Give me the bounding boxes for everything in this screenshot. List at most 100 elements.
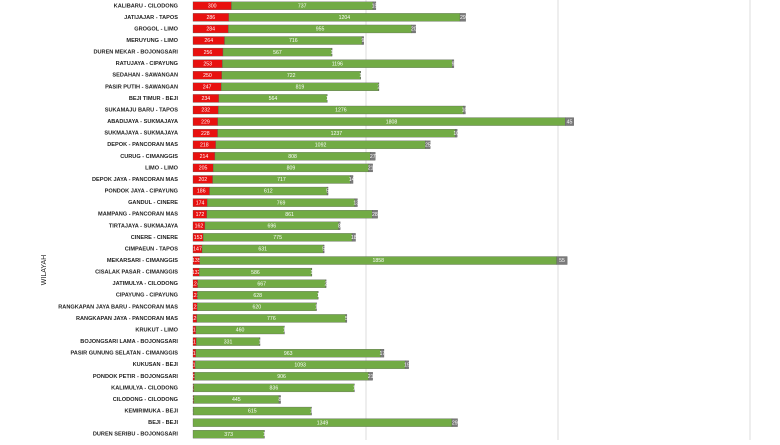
value-label: 218	[200, 142, 209, 148]
y-tick-label: BOJONGSARI LAMA - BOJONGSARI	[80, 339, 178, 345]
value-label: 331	[224, 339, 233, 345]
value-label: 769	[277, 200, 286, 206]
value-label: 300	[208, 3, 217, 9]
value-label: 1349	[317, 420, 329, 426]
value-label: 232	[201, 108, 210, 114]
value-label: 460	[236, 328, 245, 334]
y-tick-label: LIMO - LIMO	[145, 165, 179, 171]
value-label: 1	[359, 73, 362, 79]
value-label: 25	[425, 142, 431, 148]
value-label: 667	[257, 281, 266, 287]
y-tick-label: MEKARSARI - CIMANGGIS	[107, 258, 178, 264]
value-label: 9	[361, 38, 364, 44]
y-tick-label: RATUJAYA - CIPAYUNG	[116, 61, 178, 67]
value-label: 8	[278, 397, 281, 403]
value-label: 1204	[339, 15, 351, 21]
value-label: 29	[452, 420, 458, 426]
y-tick-label: MAMPANG - PANCORAN MAS	[98, 212, 178, 218]
value-label: 1	[317, 293, 320, 299]
value-label: 10	[462, 108, 468, 114]
value-label: 228	[201, 131, 210, 137]
value-label: 174	[196, 200, 205, 206]
value-label: 809	[287, 166, 296, 172]
value-label: 612	[264, 189, 273, 195]
value-label: 620	[252, 305, 261, 311]
value-label: 906	[277, 374, 286, 380]
y-tick-label: SEDAHAN - SAWANGAN	[112, 73, 178, 79]
value-label: 205	[199, 166, 208, 172]
value-label: 1	[315, 305, 318, 311]
value-label: 186	[197, 189, 206, 195]
value-label: 10	[453, 131, 459, 137]
value-label: 284	[206, 27, 215, 33]
value-label: 2	[325, 281, 328, 287]
value-label: 716	[289, 38, 298, 44]
value-label: 147	[193, 247, 202, 253]
value-label: 5	[326, 189, 329, 195]
value-label: 45	[567, 119, 573, 125]
y-tick-label: GANDUL - CINERE	[128, 200, 178, 206]
y-tick-label: PASIR GUNUNG SELATAN - CIMANGGIS	[70, 351, 178, 357]
value-label: 15	[372, 3, 378, 9]
value-label: 1	[259, 339, 262, 345]
y-tick-label: KALIBARU - CILODONG	[114, 3, 178, 9]
y-tick-label: KEMIRIMUKA - BEJI	[124, 409, 178, 415]
y-tick-label: JATIJAJAR - TAPOS	[124, 15, 178, 21]
value-label: 27	[370, 154, 376, 160]
value-label: 1	[331, 50, 334, 56]
value-label: 808	[288, 154, 297, 160]
value-label: 250	[203, 73, 212, 79]
y-tick-label: PASIR PUTIH - SAWANGAN	[105, 84, 178, 90]
value-label: 1	[310, 409, 313, 415]
value-label: 836	[270, 386, 279, 392]
value-label: 631	[258, 247, 267, 253]
value-label: 19	[404, 362, 410, 368]
y-tick-label: KUKUSAN - BEJI	[133, 362, 179, 368]
y-tick-label: DUREN SERIBU - BOJONGSARI	[93, 432, 179, 438]
value-label: 229	[201, 119, 210, 125]
y-tick-label: SUKAMAJU BARU - TAPOS	[105, 107, 179, 113]
value-label: 234	[202, 96, 211, 102]
y-tick-label: DEPOK JAYA - PANCORAN MAS	[92, 177, 178, 183]
y-tick-label: MERUYUNG - LIMO	[126, 38, 178, 44]
y-tick-label: CIPAYUNG - CIPAYUNG	[116, 293, 178, 299]
value-label: 9	[452, 61, 455, 67]
y-tick-label: KRUKUT - LIMO	[135, 327, 178, 333]
value-label: 861	[285, 212, 294, 218]
value-label: 214	[200, 154, 209, 160]
value-label: 1	[326, 96, 329, 102]
value-label: 5	[345, 316, 348, 322]
y-tick-label: KALIMULYA - CILODONG	[111, 385, 178, 391]
y-tick-label: RANGKAPAN JAYA - PANCORAN MAS	[76, 316, 178, 322]
y-tick-label: JATIMULYA - CILODONG	[113, 281, 178, 287]
value-label: 696	[267, 223, 276, 229]
y-tick-label: DEPOK - PANCORAN MAS	[107, 142, 178, 148]
value-label: 28	[372, 212, 378, 218]
value-label: 1092	[315, 142, 327, 148]
value-label: 776	[267, 316, 276, 322]
value-label: 722	[287, 73, 296, 79]
y-tick-label: DUREN MEKAR - BOJONGSARI	[93, 50, 178, 56]
value-label: 963	[284, 351, 293, 357]
value-label: 717	[277, 177, 286, 183]
value-label: 1	[263, 432, 266, 438]
value-label: 1276	[335, 108, 347, 114]
value-label: 445	[232, 397, 241, 403]
value-label: 1858	[372, 258, 384, 264]
y-tick-label: TIRTAJAYA - SUKMAJAYA	[109, 223, 178, 229]
value-label: 1196	[332, 61, 343, 67]
value-label: 8	[338, 223, 341, 229]
y-tick-label: SUKMAJAYA - SUKMAJAYA	[104, 131, 178, 137]
value-label: 1	[283, 328, 286, 334]
value-label: 737	[298, 3, 307, 9]
value-label: 55	[559, 258, 565, 264]
value-label: 615	[248, 409, 257, 415]
value-label: 567	[273, 50, 282, 56]
value-label: 1	[310, 270, 313, 276]
y-tick-label: CINERE - CINERE	[131, 235, 179, 241]
value-label: 135	[192, 258, 201, 264]
value-label: 20	[411, 27, 417, 33]
value-label: 286	[207, 15, 216, 21]
value-label: 628	[253, 293, 262, 299]
